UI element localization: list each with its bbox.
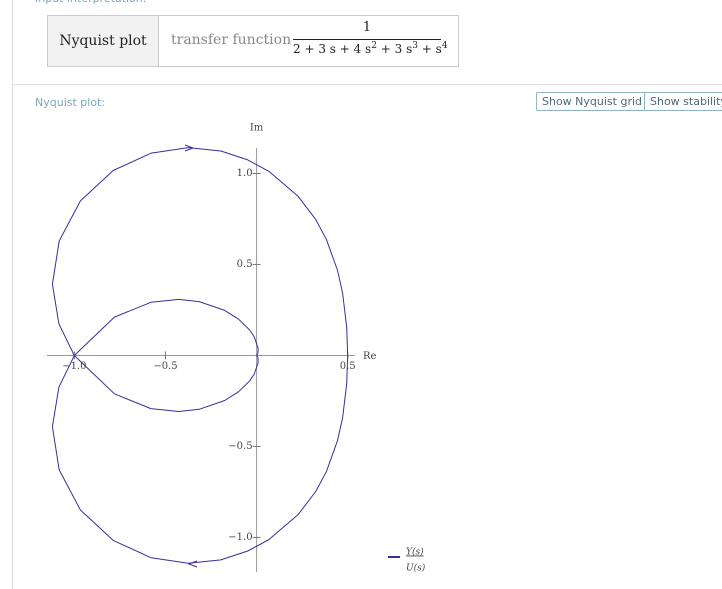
x-tick-label: −0.5 xyxy=(153,361,177,372)
exponent: 4 xyxy=(441,41,448,51)
y-tick-label: 1.0 xyxy=(237,168,253,179)
y-tick-label: −0.5 xyxy=(228,441,252,452)
y-tick-label: 0.5 xyxy=(237,259,253,270)
separator xyxy=(12,84,722,85)
button[interactable]: Show Nyquist grid xyxy=(536,92,649,111)
y-tick-label: −1.0 xyxy=(228,532,252,543)
denominator: 2 + 3 s + 4 s2 + 3 s3 + s4 xyxy=(293,39,448,56)
denominator-term: 2 + 3 s + 4 s xyxy=(293,42,372,56)
denominator-term: + s xyxy=(417,42,442,56)
nyquist-curve xyxy=(51,147,349,564)
x-tick-label: −1.0 xyxy=(62,361,86,372)
numerator: 1 xyxy=(362,20,372,35)
fraction: 1 2 + 3 s + 4 s2 + 3 s3 + s4 xyxy=(293,20,448,56)
interpretation-box: Nyquist plot transfer function 1 2 + 3 s… xyxy=(47,15,459,67)
query-cell: Nyquist plot xyxy=(48,16,159,66)
section-label: Input interpretation: xyxy=(35,0,146,5)
denominator-term: + 3 s xyxy=(376,42,413,56)
left-border xyxy=(12,0,13,589)
exponent: 3 xyxy=(412,41,418,51)
direction-arrow xyxy=(187,560,198,568)
exponent: 2 xyxy=(371,41,377,51)
pod-title: Nyquist plot: xyxy=(35,96,106,109)
button[interactable]: Show stability xyxy=(644,92,722,111)
legend-numerator: Y(s) xyxy=(406,547,424,558)
legend-denominator: U(s) xyxy=(406,563,426,574)
y-axis-label: Im xyxy=(250,123,264,134)
x-axis-label: Re xyxy=(363,351,377,362)
query-param: transfer function xyxy=(171,32,292,48)
